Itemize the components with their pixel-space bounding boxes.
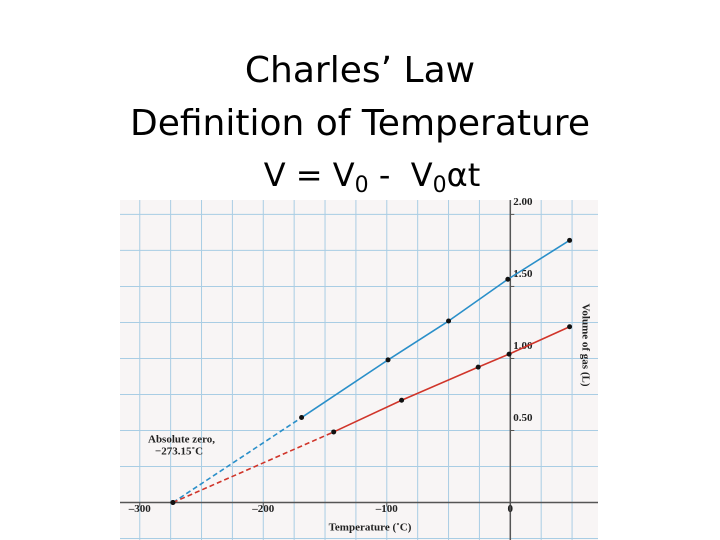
line-segment — [333, 399, 402, 433]
x-tick-label: –300 — [128, 503, 152, 515]
equation: V = V0 - V0αt — [264, 156, 481, 198]
y-tick-label: 1.50 — [513, 268, 533, 280]
line-segment — [508, 326, 570, 355]
line-segment — [387, 320, 449, 361]
y-tick-label: 0.50 — [513, 412, 533, 424]
x-axis-label: Temperature (˚C) — [329, 522, 412, 534]
eq-part: - V — [369, 156, 433, 194]
annotation: Absolute zero, — [148, 434, 215, 446]
line-segment — [401, 366, 479, 401]
data-point — [446, 318, 452, 324]
y-tick-label: 1.00 — [513, 340, 533, 352]
line-segment — [477, 353, 510, 368]
data-point — [567, 237, 573, 243]
eq-sub: 0 — [433, 173, 447, 198]
y-axis-label: Volume of gas (L) — [579, 303, 591, 386]
data-point — [567, 324, 573, 330]
data-point — [506, 351, 512, 357]
line-segment — [172, 416, 303, 504]
data-point — [331, 429, 337, 435]
title: Charles’ Law — [245, 50, 475, 91]
data-point — [299, 415, 305, 421]
line-segment — [172, 431, 335, 504]
data-point — [505, 276, 511, 282]
y-tick-label: 2.00 — [513, 196, 533, 208]
subtitle: Definition of Temperature — [130, 103, 590, 144]
eq-part: V = V — [264, 156, 355, 194]
eq-part: αt — [447, 156, 481, 194]
x-tick-label: –200 — [251, 503, 275, 515]
annotation: −273.15˚C — [155, 446, 203, 458]
data-point — [170, 500, 176, 506]
eq-sub: 0 — [355, 173, 369, 198]
data-point — [399, 397, 405, 403]
x-tick-label: –100 — [375, 503, 399, 515]
plot-background — [120, 200, 598, 540]
data-point — [385, 357, 391, 363]
line-segment — [301, 359, 389, 419]
line-segment — [448, 278, 509, 322]
data-point — [475, 364, 481, 370]
line-segment — [507, 239, 571, 280]
x-tick-label: 0 — [508, 503, 514, 515]
